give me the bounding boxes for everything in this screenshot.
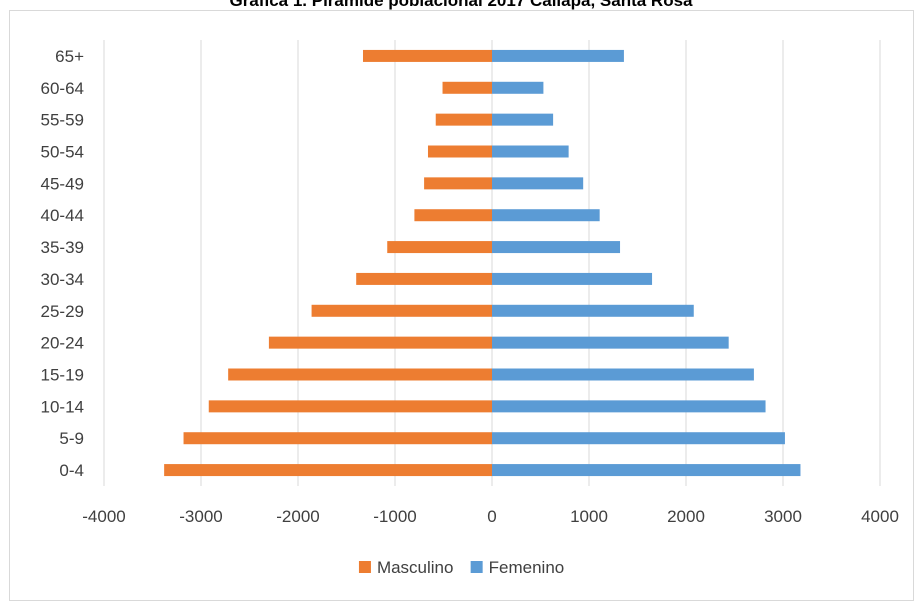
y-tick-label: 10-14 — [41, 397, 84, 416]
bar-femenino-12 — [492, 81, 544, 94]
bar-masculino-4 — [268, 336, 492, 349]
bar-femenino-8 — [492, 209, 600, 222]
bar-masculino-8 — [414, 209, 492, 222]
legend-swatch-masculino — [358, 561, 371, 573]
y-tick-label: 20-24 — [41, 334, 84, 353]
legend-swatch-femenino — [470, 561, 483, 573]
bar-masculino-12 — [442, 81, 492, 94]
bar-femenino-1 — [492, 432, 785, 445]
x-tick-label: 0 — [487, 507, 496, 526]
legend-label-masculino: Masculino — [377, 558, 454, 577]
y-tick-label: 30-34 — [41, 270, 84, 289]
bar-masculino-9 — [424, 177, 492, 190]
bar-masculino-3 — [228, 368, 492, 381]
legend-label-femenino: Femenino — [489, 558, 565, 577]
y-tick-label: 55-59 — [41, 111, 84, 130]
bar-femenino-3 — [492, 368, 754, 381]
x-tick-label: 2000 — [667, 507, 705, 526]
y-axis-tick-labels: 0-4 5-9 10-14 15-19 20-24 25-29 30-34 35-39 40-4… — [41, 47, 85, 480]
bar-masculino-10 — [427, 145, 492, 158]
bar-masculino-1 — [183, 432, 493, 445]
y-tick-label: 0-4 — [59, 461, 84, 480]
bar-femenino-4 — [492, 336, 729, 349]
x-tick-label: -1000 — [373, 507, 416, 526]
y-tick-label: 25-29 — [41, 302, 84, 321]
x-tick-label: -2000 — [276, 507, 319, 526]
bar-femenino-7 — [492, 241, 621, 254]
x-tick-label: 1000 — [570, 507, 608, 526]
x-tick-label: 4000 — [861, 507, 899, 526]
y-tick-label: 50-54 — [41, 143, 84, 162]
x-tick-label: 3000 — [764, 507, 802, 526]
x-tick-label: -4000 — [82, 507, 125, 526]
x-axis-tick-labels: -4000 -3000 -2000 -1000 0 1000 2000 3000 4000 — [82, 507, 899, 526]
bar-femenino-11 — [492, 113, 554, 126]
bar-masculino-5 — [311, 304, 492, 317]
y-tick-label: 15-19 — [41, 366, 84, 385]
bar-masculino-0 — [164, 464, 492, 477]
bar-femenino-9 — [492, 177, 584, 190]
bar-masculino-11 — [435, 113, 492, 126]
bar-masculino-2 — [208, 400, 492, 413]
bar-masculino-7 — [387, 241, 492, 254]
y-tick-label: 45-49 — [41, 174, 84, 193]
y-tick-label: 40-44 — [41, 206, 84, 225]
y-tick-label: 5-9 — [59, 429, 84, 448]
bar-layer — [164, 49, 801, 477]
bar-femenino-2 — [492, 400, 766, 413]
bar-femenino-13 — [492, 49, 624, 62]
bar-femenino-5 — [492, 304, 694, 317]
bar-femenino-0 — [492, 464, 801, 477]
legend: Masculino Femenino — [358, 558, 565, 577]
y-tick-label: 60-64 — [41, 79, 84, 98]
bar-masculino-6 — [356, 272, 492, 285]
x-tick-label: -3000 — [179, 507, 222, 526]
y-tick-label: 35-39 — [41, 238, 84, 257]
bar-masculino-13 — [362, 49, 492, 62]
y-tick-label: 65+ — [55, 47, 84, 66]
bar-femenino-6 — [492, 272, 653, 285]
bar-femenino-10 — [492, 145, 569, 158]
